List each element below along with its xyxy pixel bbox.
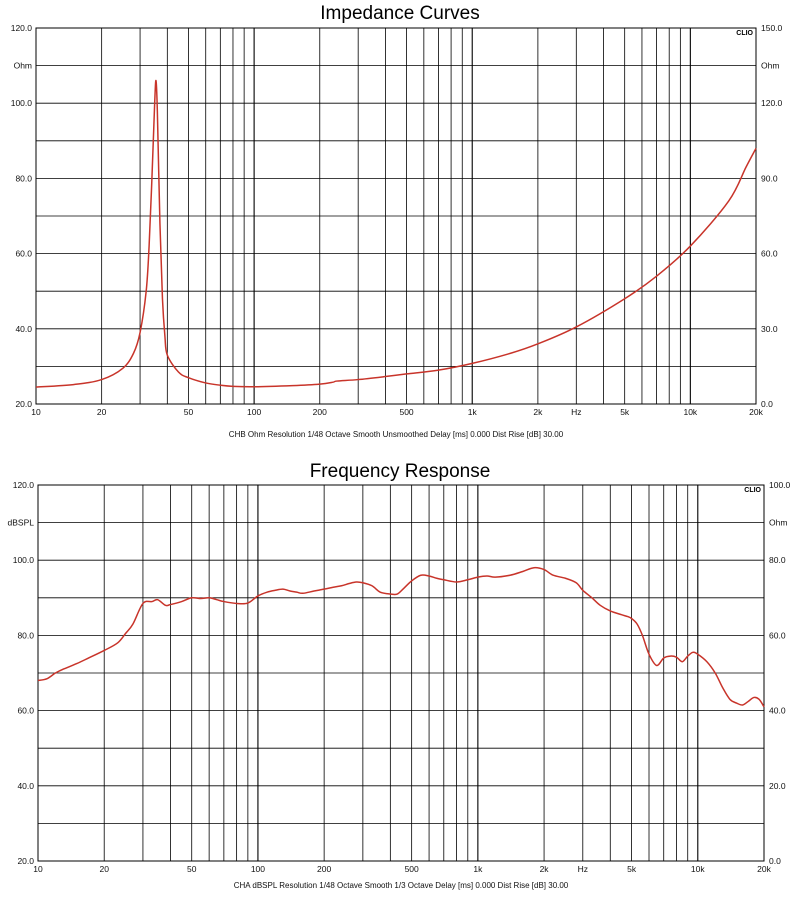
y-axis-unit-label: Ohm	[14, 61, 32, 71]
x-tick-label: 200	[313, 407, 327, 417]
y-tick-label: 40.0	[17, 781, 34, 791]
x-axis-unit-label: Hz	[571, 407, 581, 417]
x-tick-label: 100	[247, 407, 261, 417]
impedance-chart: 120.0100.080.060.040.020.0Ohm150.0120.09…	[11, 23, 783, 439]
y-tick-label: 80.0	[15, 173, 32, 183]
clio-logo: CLIO	[736, 30, 753, 37]
x-tick-label: 50	[184, 407, 194, 417]
y2-tick-label: 80.0	[769, 555, 786, 565]
x-tick-label: 200	[317, 864, 331, 874]
x-tick-label: 100	[251, 864, 265, 874]
grid-lines	[38, 485, 764, 861]
frequency-response-chart: 120.0100.080.060.040.020.0dBSPL100.080.0…	[8, 480, 791, 890]
x-tick-label: 1k	[473, 864, 483, 874]
y-tick-label: 100.0	[11, 98, 33, 108]
x-tick-label: 500	[405, 864, 419, 874]
y2-tick-label: 60.0	[769, 630, 786, 640]
y2-tick-label: 20.0	[769, 781, 786, 791]
x-tick-label: 10	[31, 407, 41, 417]
y2-tick-label: 40.0	[769, 706, 786, 716]
x-tick-label: 20k	[757, 864, 771, 874]
y-axis-unit-label: dBSPL	[8, 518, 35, 528]
x-tick-label: 10k	[691, 864, 705, 874]
frequency-response-chart-title: Frequency Response	[309, 461, 491, 482]
series-line	[37, 566, 765, 708]
y2-axis-unit-label: Ohm	[769, 518, 787, 528]
y2-tick-label: 150.0	[761, 23, 783, 33]
y2-tick-label: 0.0	[769, 856, 781, 866]
x-tick-label: 20	[97, 407, 107, 417]
y2-axis-unit-label: Ohm	[761, 61, 779, 71]
x-tick-label: 5k	[627, 864, 637, 874]
series-line	[35, 79, 757, 388]
grid-lines	[36, 28, 756, 404]
y-tick-label: 120.0	[13, 480, 35, 490]
y2-tick-label: 60.0	[761, 249, 778, 259]
clio-logo: CLIO	[744, 487, 761, 494]
chart-footer: CHB Ohm Resolution 1/48 Octave Smooth Un…	[229, 430, 564, 439]
impedance-chart-title: Impedance Curves	[320, 3, 480, 24]
x-tick-label: 20	[99, 864, 109, 874]
x-tick-label: 2k	[540, 864, 550, 874]
chart-footer: CHA dBSPL Resolution 1/48 Octave Smooth …	[234, 881, 569, 890]
x-tick-label: 10	[33, 864, 43, 874]
y2-tick-label: 90.0	[761, 173, 778, 183]
x-tick-label: 50	[187, 864, 197, 874]
y-tick-label: 60.0	[15, 249, 32, 259]
y-tick-label: 120.0	[11, 23, 33, 33]
y-tick-label: 40.0	[15, 324, 32, 334]
x-tick-label: 1k	[468, 407, 478, 417]
y-tick-label: 20.0	[15, 399, 32, 409]
y2-tick-label: 120.0	[761, 98, 783, 108]
x-tick-label: 500	[399, 407, 413, 417]
y-tick-label: 60.0	[17, 706, 34, 716]
y2-tick-label: 100.0	[769, 480, 791, 490]
y-tick-label: 100.0	[13, 555, 35, 565]
y2-tick-label: 0.0	[761, 399, 773, 409]
x-axis-unit-label: Hz	[578, 864, 588, 874]
x-tick-label: 20k	[749, 407, 763, 417]
x-tick-label: 10k	[683, 407, 697, 417]
y2-tick-label: 30.0	[761, 324, 778, 334]
y-tick-label: 80.0	[17, 630, 34, 640]
x-tick-label: 2k	[533, 407, 543, 417]
y-tick-label: 20.0	[17, 856, 34, 866]
x-tick-label: 5k	[620, 407, 630, 417]
